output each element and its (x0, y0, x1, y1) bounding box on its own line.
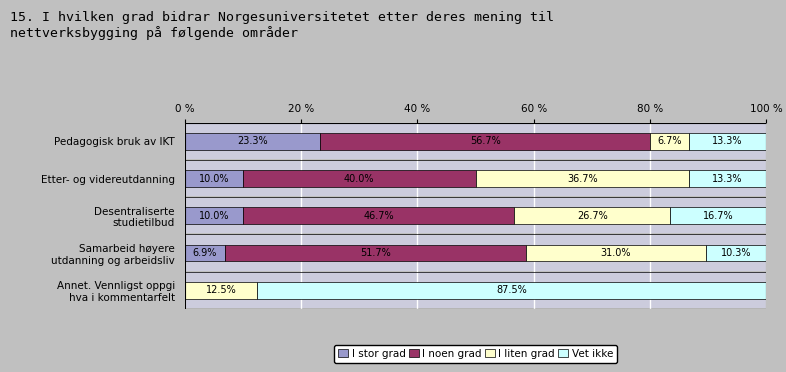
Bar (185, 207, 243, 224)
Bar (185, 235, 766, 271)
Text: 26.7%: 26.7% (577, 211, 608, 221)
Bar (185, 282, 257, 298)
Text: 46.7%: 46.7% (363, 211, 394, 221)
Bar (185, 272, 766, 308)
Text: 56.7%: 56.7% (470, 137, 501, 146)
Text: 6.7%: 6.7% (657, 137, 681, 146)
Bar (243, 207, 515, 224)
Text: 36.7%: 36.7% (567, 174, 597, 183)
Bar (650, 133, 689, 150)
Bar (185, 245, 225, 261)
Bar (225, 245, 526, 261)
Text: 10.3%: 10.3% (721, 248, 751, 258)
Bar (185, 198, 766, 234)
Text: 16.7%: 16.7% (703, 211, 733, 221)
Bar (689, 133, 766, 150)
Text: 15. I hvilken grad bidrar Norgesuniversitetet etter deres mening til
nettverksby: 15. I hvilken grad bidrar Norgesuniversi… (10, 11, 554, 40)
Text: 13.3%: 13.3% (712, 174, 743, 183)
Text: 10.0%: 10.0% (199, 174, 229, 183)
Bar (185, 133, 320, 150)
Text: 87.5%: 87.5% (497, 285, 527, 295)
Bar (706, 245, 766, 261)
Bar (670, 207, 767, 224)
Text: 13.3%: 13.3% (712, 137, 743, 146)
Text: 31.0%: 31.0% (601, 248, 631, 258)
Bar (689, 170, 766, 187)
Text: 40.0%: 40.0% (344, 174, 374, 183)
Legend: I stor grad, I noen grad, I liten grad, Vet ikke: I stor grad, I noen grad, I liten grad, … (334, 345, 617, 363)
Bar (320, 133, 650, 150)
Bar (185, 161, 766, 196)
Bar (243, 170, 476, 187)
Text: 10.0%: 10.0% (199, 211, 229, 221)
Text: 12.5%: 12.5% (206, 285, 237, 295)
Text: 6.9%: 6.9% (193, 248, 217, 258)
Bar (185, 124, 766, 159)
Bar (185, 170, 243, 187)
Text: 51.7%: 51.7% (360, 248, 391, 258)
Bar (476, 170, 689, 187)
Bar (526, 245, 706, 261)
Bar (257, 282, 766, 298)
Bar (515, 207, 670, 224)
Text: 23.3%: 23.3% (237, 137, 268, 146)
